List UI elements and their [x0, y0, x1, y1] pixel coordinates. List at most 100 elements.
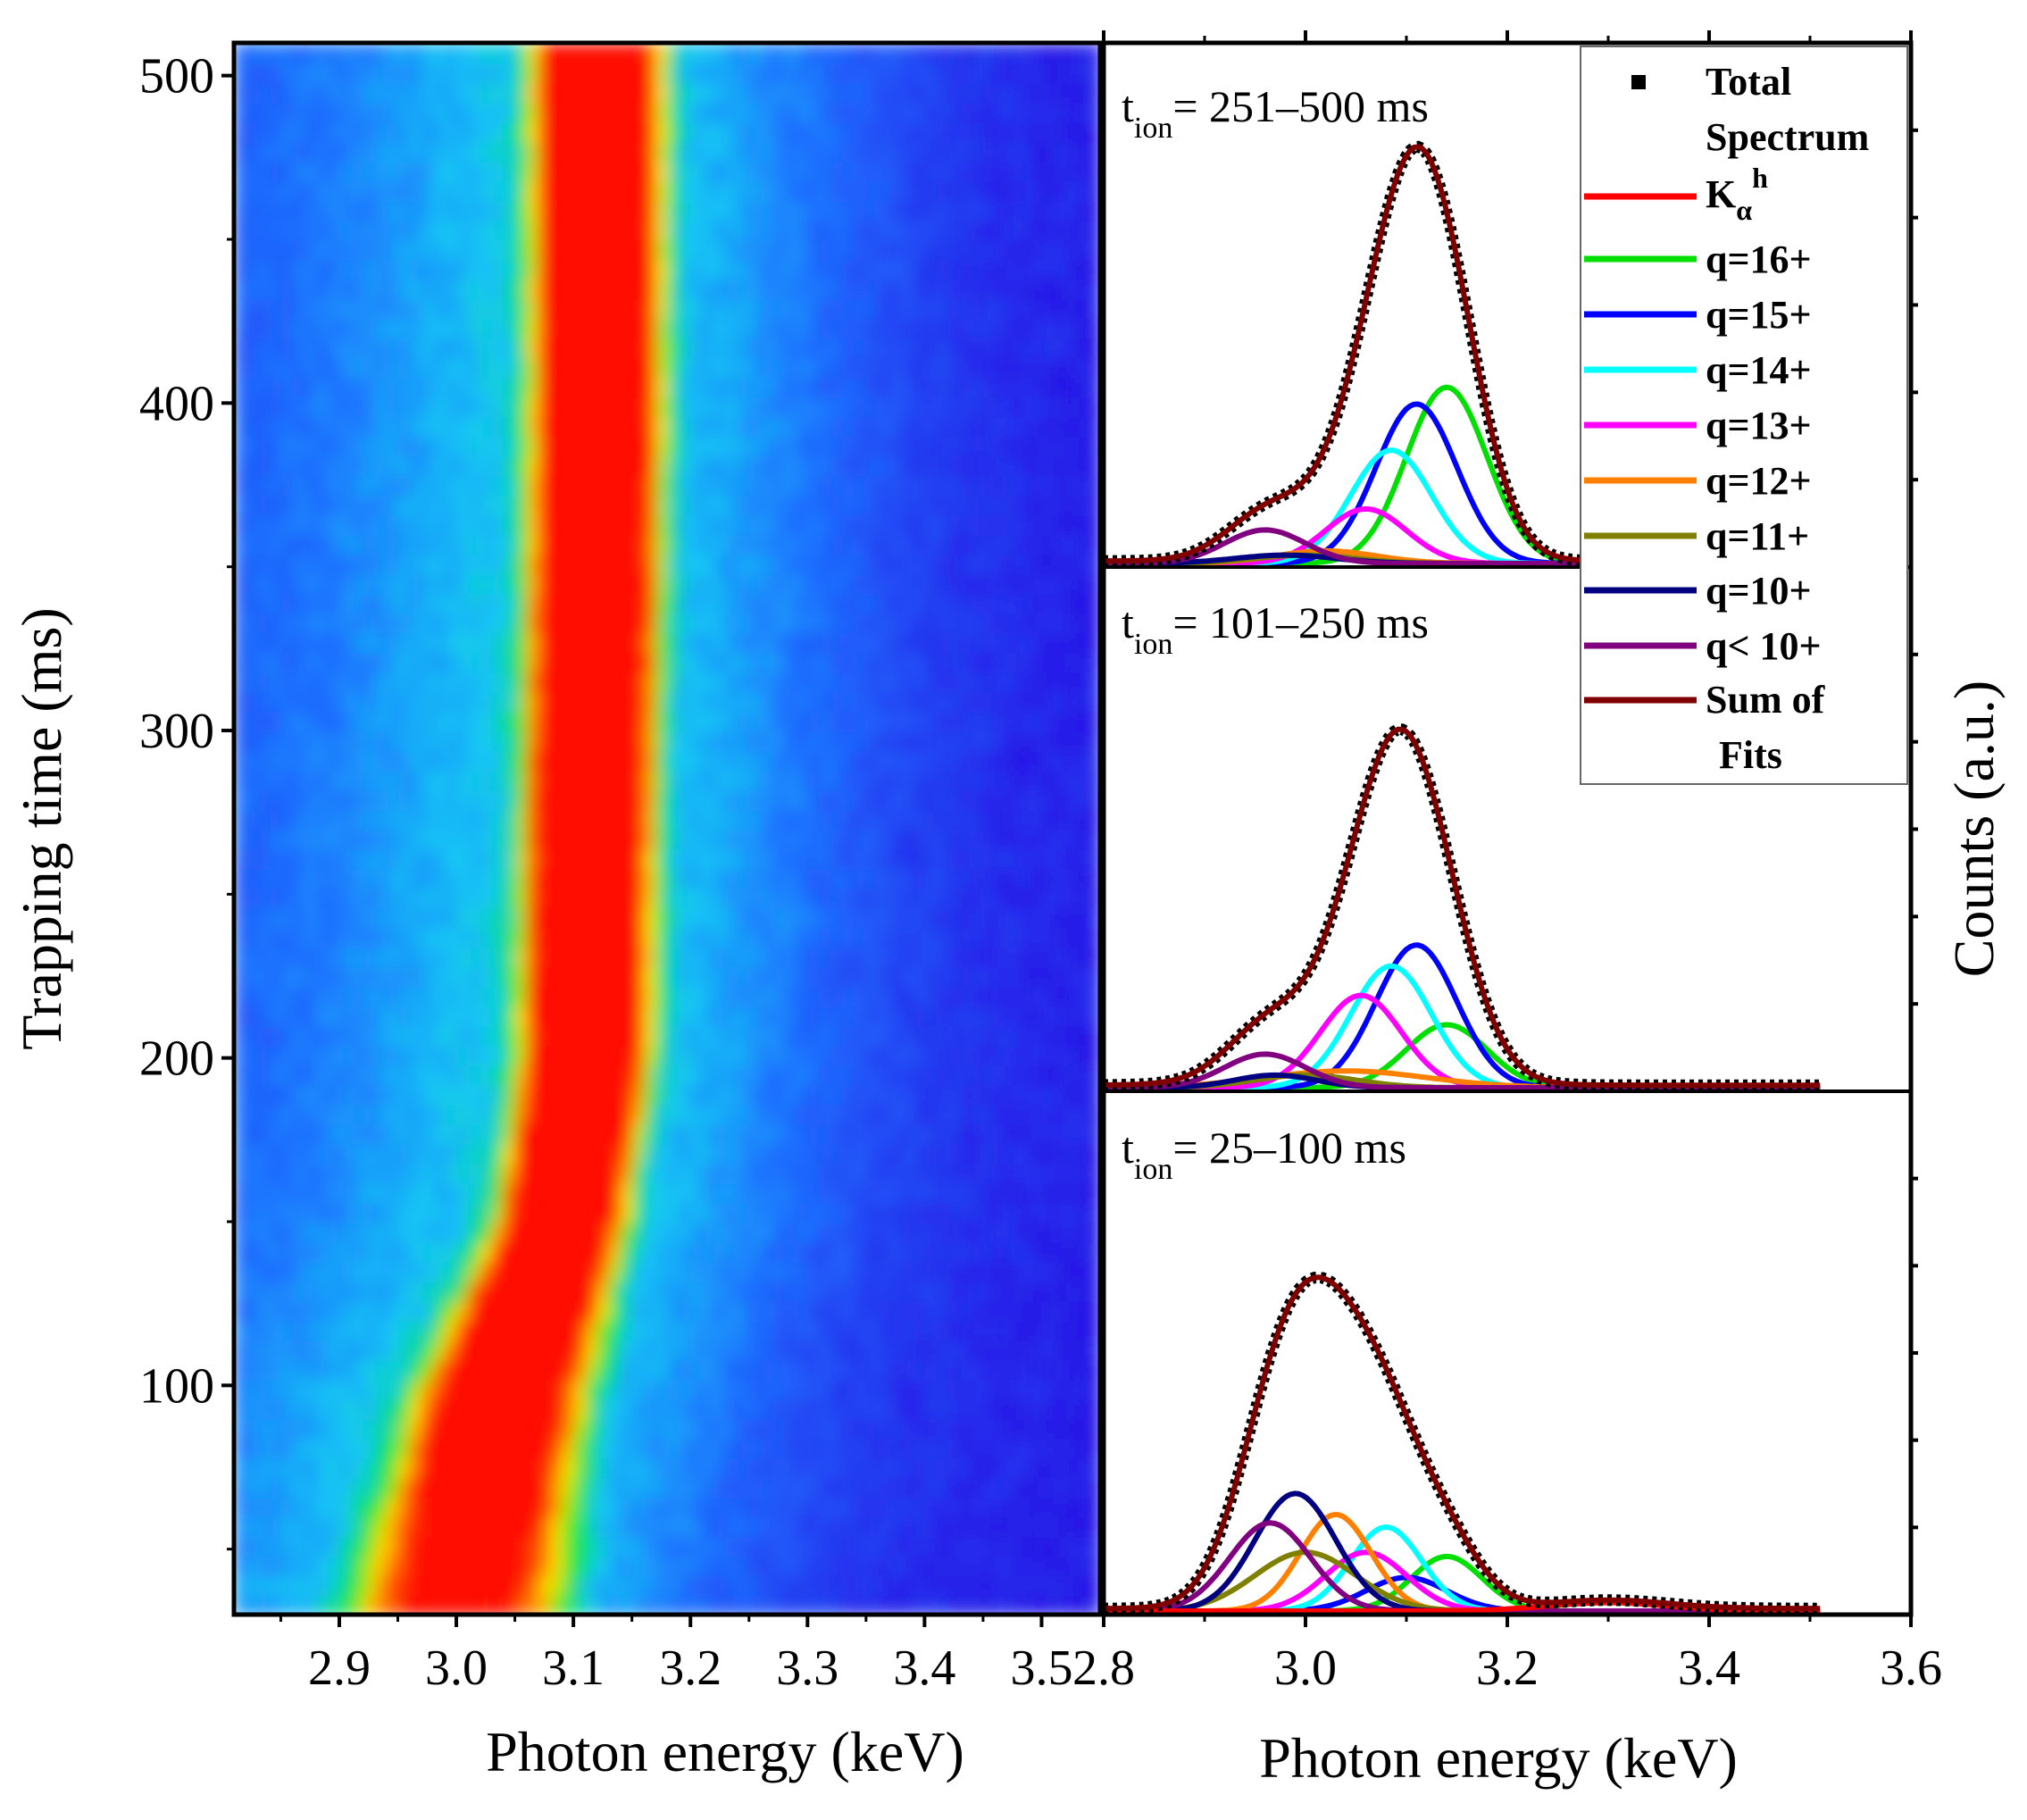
heatmap-cell	[1006, 1084, 1020, 1106]
heatmap-cell	[573, 868, 587, 889]
heatmap-cell	[877, 907, 891, 929]
heatmap-cell	[865, 770, 880, 791]
heatmap-cell	[889, 1182, 903, 1204]
heatmap-cell	[667, 672, 680, 693]
heatmap-cell	[971, 1438, 985, 1459]
heatmap-cell	[877, 495, 891, 516]
heatmap-cell	[421, 1340, 435, 1361]
heatmap-cell	[456, 1418, 470, 1440]
heatmap-cell	[748, 1025, 763, 1047]
heatmap-cell	[1030, 1438, 1043, 1459]
heatmap-cell	[246, 1477, 259, 1499]
heatmap-cell	[913, 1261, 926, 1282]
heatmap-cell	[363, 1438, 376, 1459]
heatmap-cell	[737, 848, 751, 870]
heatmap-cell	[608, 1516, 622, 1538]
heatmap-cell	[1018, 1163, 1031, 1184]
heatmap-cell	[702, 966, 715, 988]
heatmap-cell	[246, 397, 259, 418]
heatmap-cell	[480, 1379, 493, 1400]
heatmap-cell	[246, 1300, 259, 1322]
heatmap-cell	[947, 691, 962, 713]
heatmap-cell	[397, 318, 412, 339]
heatmap-cell	[351, 573, 364, 595]
heatmap-cell	[995, 377, 1008, 398]
heatmap-cell	[901, 868, 914, 889]
heatmap-cell	[947, 475, 962, 497]
heatmap-cell	[480, 632, 493, 654]
heatmap-cell	[562, 1123, 575, 1145]
heatmap-cell	[292, 1398, 306, 1420]
heatmap-cell	[1041, 691, 1055, 713]
heatmap-cell	[819, 986, 832, 1007]
heatmap-cell	[351, 1222, 364, 1243]
heatmap-cell	[854, 1398, 868, 1420]
heatmap-cell	[1006, 1320, 1020, 1341]
heatmap-cell	[444, 1477, 458, 1499]
heatmap-cell	[246, 1064, 259, 1086]
heatmap-cell	[1053, 632, 1067, 654]
heatmap-cell	[503, 1222, 517, 1243]
heatmap-cell	[1064, 1163, 1079, 1184]
heatmap-cell	[257, 1300, 271, 1322]
heatmap-cell	[608, 711, 622, 732]
heatmap-cell	[1041, 416, 1055, 438]
heatmap-cell	[351, 397, 364, 418]
heatmap-cell	[620, 1182, 634, 1204]
heatmap-cell	[327, 1064, 341, 1086]
heatmap-cell	[409, 357, 423, 379]
heatmap-cell	[959, 1438, 973, 1459]
heatmap-cell	[503, 1300, 517, 1322]
heatmap-cell	[585, 1457, 598, 1479]
heatmap-cell	[432, 1202, 446, 1223]
heatmap-cell	[748, 731, 763, 752]
heatmap-cell	[865, 1457, 880, 1479]
heatmap-cell	[796, 652, 809, 673]
heatmap-cell	[830, 1241, 845, 1263]
heatmap-cell	[796, 1064, 809, 1086]
heatmap-cell	[514, 652, 529, 673]
heatmap-cell	[842, 1536, 856, 1557]
heatmap-cell	[246, 1261, 259, 1282]
heatmap-cell	[772, 1045, 786, 1066]
heatmap-cell	[327, 1477, 341, 1499]
heatmap-cell	[386, 593, 399, 614]
heatmap-cell	[503, 279, 517, 300]
heatmap-cell	[315, 1536, 329, 1557]
heatmap-cell	[246, 279, 259, 300]
heatmap-cell	[725, 731, 739, 752]
heatmap-cell	[748, 947, 763, 968]
heatmap-cell	[562, 1241, 575, 1263]
heatmap-cell	[643, 1222, 657, 1243]
heatmap-cell	[269, 1202, 282, 1223]
heatmap-cell	[620, 397, 634, 418]
heatmap-cell	[913, 377, 926, 398]
heatmap-cell	[784, 1241, 797, 1263]
heatmap-cell	[807, 947, 821, 968]
heatmap-cell	[374, 318, 388, 339]
heatmap-cell	[386, 711, 399, 732]
heatmap-cell	[397, 731, 412, 752]
heatmap-cell	[913, 809, 926, 831]
heatmap-cell	[971, 1045, 985, 1066]
heatmap-cell	[339, 357, 353, 379]
heatmap-cell	[725, 1320, 739, 1341]
heatmap-cell	[936, 1379, 950, 1400]
heatmap-cell	[842, 1595, 856, 1615]
heatmap-cell	[995, 1438, 1008, 1459]
heatmap-cell	[959, 691, 973, 713]
heatmap-cell	[936, 1457, 950, 1479]
heatmap-cell	[526, 711, 540, 732]
heatmap-cell	[421, 986, 435, 1007]
heatmap-cell	[363, 1398, 376, 1420]
heatmap-cell	[913, 1536, 926, 1557]
heatmap-cell	[620, 927, 634, 948]
heatmap-cell	[608, 338, 622, 359]
heatmap-cell	[1041, 1143, 1055, 1165]
heatmap-cell	[760, 1556, 774, 1577]
heatmap-cell	[432, 1516, 446, 1538]
heatmap-cell	[514, 848, 529, 870]
heatmap-cell	[480, 534, 493, 555]
heatmap-cell	[830, 1556, 845, 1577]
heatmap-cell	[971, 1418, 985, 1440]
